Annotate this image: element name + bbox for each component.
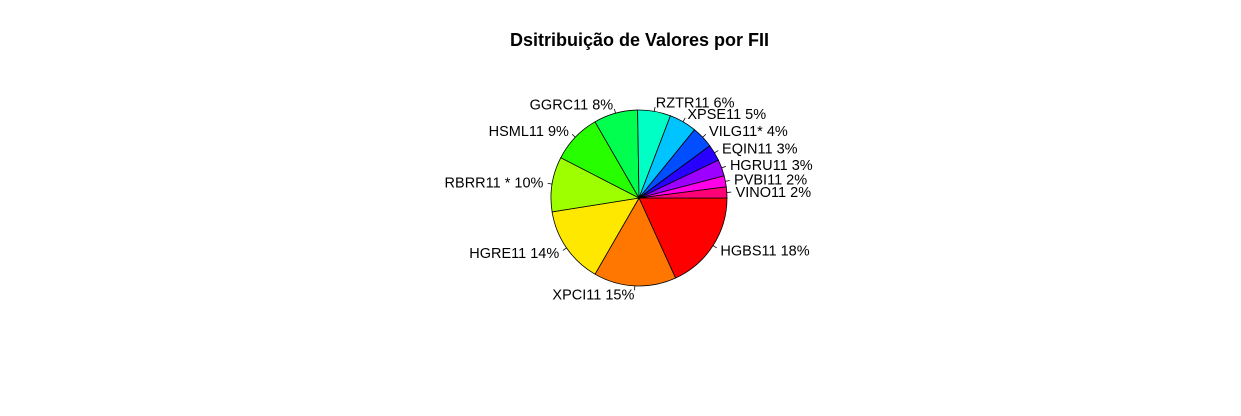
pie-tick-3 [547, 183, 553, 185]
pie-label-1: XPCI11 15% [552, 288, 634, 304]
pie-tick-0 [712, 245, 717, 249]
pie-tick-9 [714, 150, 719, 154]
pie-tick-10 [721, 166, 726, 169]
pie-label-8: VILG11* 4% [709, 124, 788, 140]
chart-title: Dsitribuição de Valores por FII [509, 30, 770, 50]
pie-tick-2 [562, 247, 567, 251]
pie-tick-4 [571, 133, 576, 138]
pie-label-2: HGRE11 14% [469, 246, 559, 262]
pie-slice-0 [638, 197, 728, 279]
pie-label-12: VINO11 2% [736, 185, 812, 201]
pie-slice-1 [594, 197, 677, 287]
pie-label-7: XPSE11 5% [687, 107, 766, 123]
pie-tick-11 [725, 180, 730, 182]
pie-tick-7 [682, 117, 686, 122]
pie-tick-5 [613, 108, 616, 114]
pie-label-3: RBRR11 * 10% [445, 176, 544, 192]
pie-label-6: RZTR11 6% [656, 96, 735, 112]
pie-slice-2 [551, 197, 640, 275]
pie-label-4: HSML11 9% [489, 124, 569, 140]
pie-label-0: HGBS11 18% [720, 243, 809, 259]
pie-label-9: EQIN11 3% [722, 141, 798, 157]
pie-tick-6 [653, 106, 656, 112]
pie-label-11: PVBI11 2% [734, 173, 807, 189]
pie-label-5: GGRC11 8% [530, 98, 614, 114]
pie-label-10: HGRU11 3% [730, 158, 813, 174]
pie-tick-8 [702, 133, 707, 138]
